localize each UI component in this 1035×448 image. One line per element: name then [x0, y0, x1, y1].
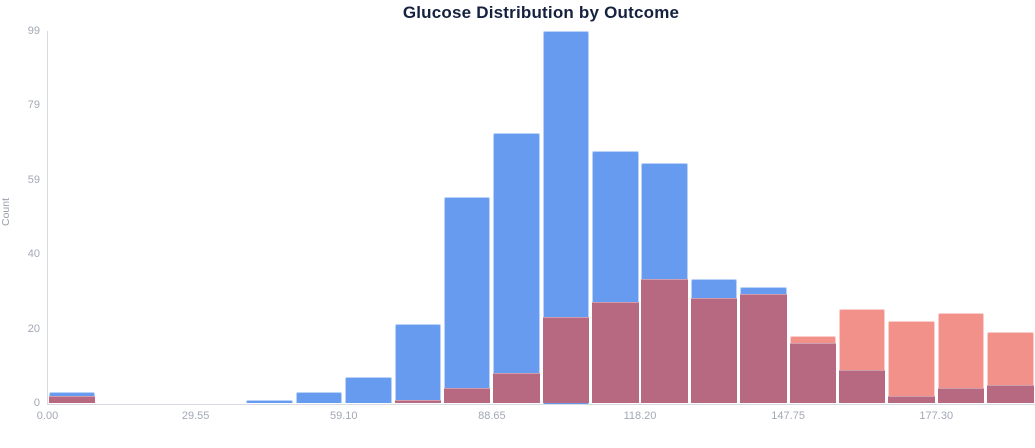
x-tick-label: 29.55 — [181, 410, 210, 422]
x-tick-label: 59.10 — [329, 410, 358, 422]
histogram-bar-overlap — [592, 301, 639, 404]
x-tick-label: 177.30 — [919, 410, 954, 422]
histogram-bar-overlap — [789, 343, 837, 404]
x-axis-line — [47, 403, 1035, 405]
y-tick-label: 59 — [27, 173, 40, 186]
x-tick-label: 118.20 — [623, 410, 657, 422]
histogram-bar-overlap — [394, 399, 442, 404]
histogram-bar-overlap — [838, 369, 886, 404]
histogram-bar-overlap — [443, 388, 491, 404]
x-tick-label: 88.65 — [478, 410, 506, 422]
y-tick-label: 79 — [27, 99, 40, 111]
histogram-bar-overlap — [888, 395, 935, 404]
histogram-bar-blue — [345, 377, 392, 404]
histogram-bar-overlap — [690, 298, 738, 404]
x-tick-label: 147.75 — [771, 410, 805, 422]
y-tick-label: 20 — [27, 322, 40, 335]
histogram-bar-blue — [246, 399, 293, 404]
histogram-bar-overlap — [48, 395, 96, 404]
histogram-bar-blue — [493, 132, 540, 404]
histogram-bar-blue — [295, 392, 343, 404]
histogram-bar-overlap — [493, 373, 540, 404]
y-axis-label: Count — [0, 197, 12, 227]
histogram-bar-overlap — [542, 316, 590, 404]
y-tick-label: 99 — [27, 24, 40, 37]
y-tick-label: 40 — [27, 248, 40, 260]
histogram-bar-blue — [443, 196, 491, 404]
histogram-bar-overlap — [937, 388, 985, 404]
x-tick-label: 0.00 — [36, 410, 59, 422]
chart-title: Glucose Distribution by Outcome — [402, 3, 680, 22]
y-axis-line — [47, 31, 48, 404]
histogram-bar-red — [888, 320, 935, 404]
histogram-bar-overlap — [641, 279, 688, 404]
histogram-bar-blue — [394, 324, 442, 404]
y-tick-label: 0 — [33, 397, 40, 409]
histogram-bar-red — [937, 313, 985, 404]
histogram-bar-overlap — [987, 384, 1034, 404]
histogram-bar-overlap — [740, 294, 787, 404]
